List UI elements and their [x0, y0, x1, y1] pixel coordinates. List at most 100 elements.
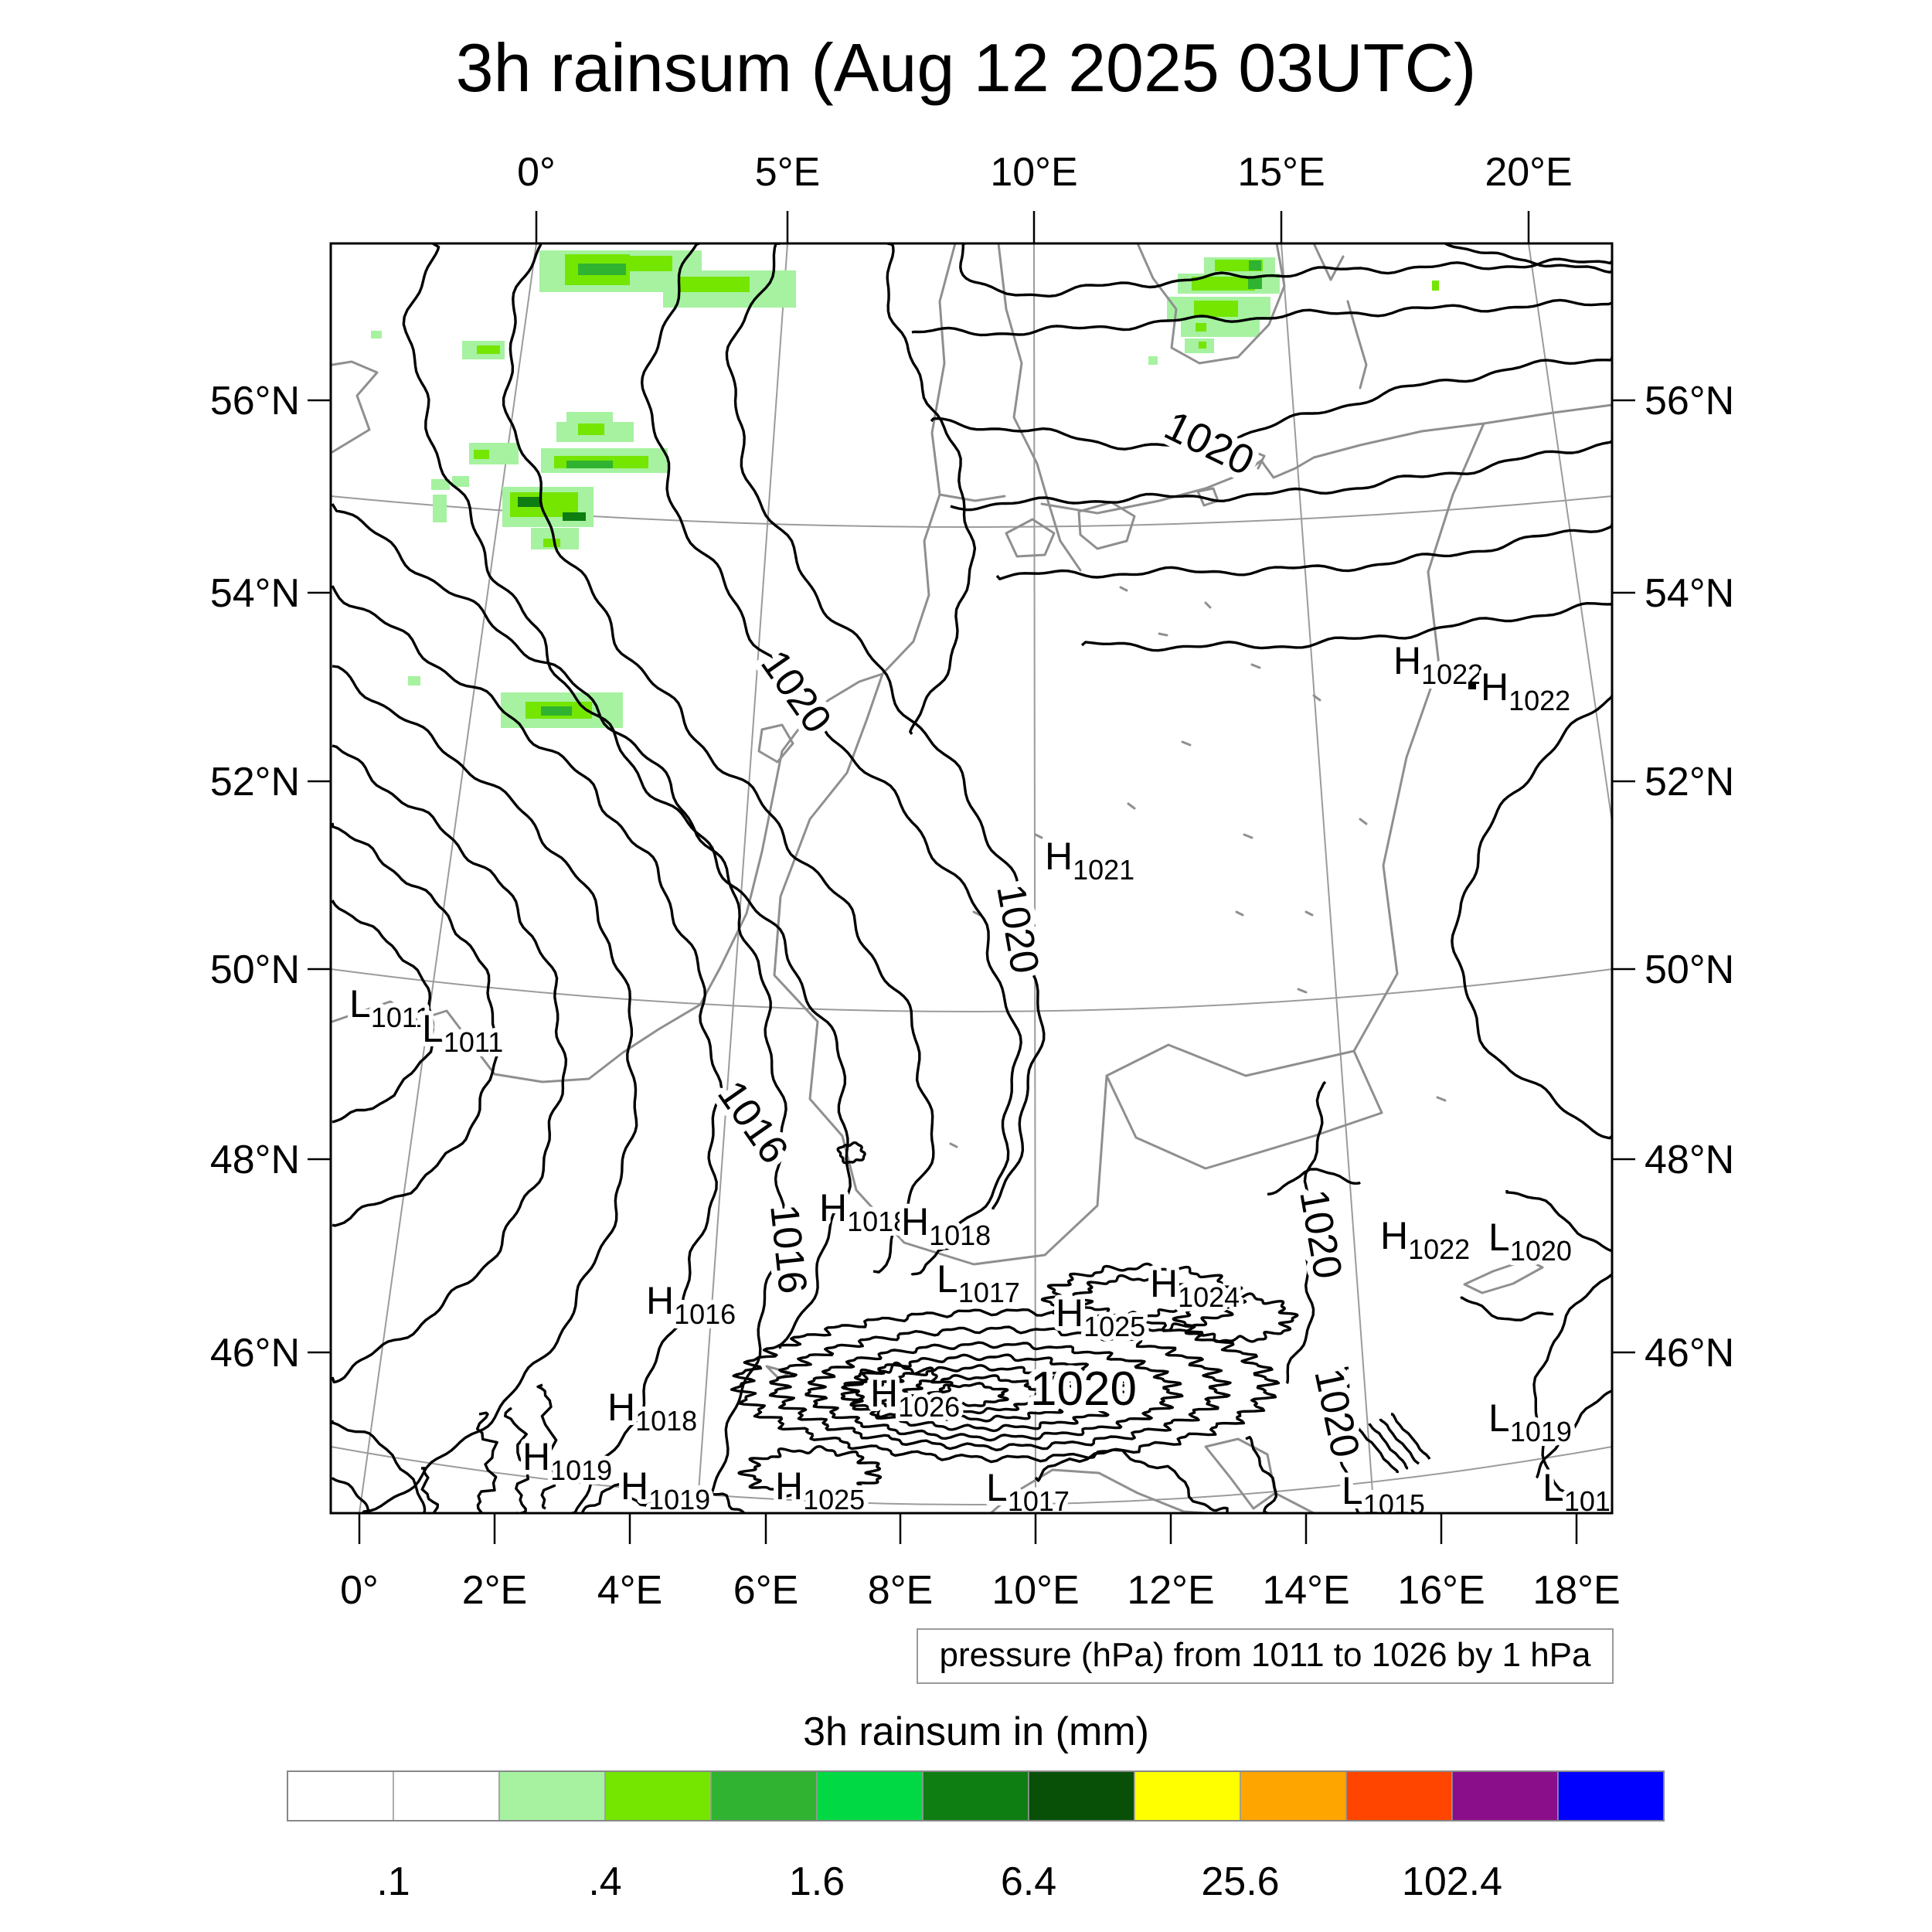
pressure-contour: [910, 1242, 957, 1276]
rain-cell: [1248, 277, 1262, 289]
axis-tick-label: 48°N: [210, 1138, 300, 1182]
pressure-contour: [504, 1406, 532, 1513]
high-pressure-label: H1022: [1380, 1214, 1470, 1265]
parallel-line: [331, 1446, 1612, 1505]
rain-cell: [1181, 319, 1260, 337]
pressure-caption-box: pressure (hPa) from 1011 to 1026 by 1 hP…: [917, 1628, 1614, 1684]
pressure-contour: [1172, 1292, 1299, 1343]
colorbar-tick-label: 1.6: [789, 1859, 845, 1904]
rain-cell: [628, 256, 672, 271]
pressure-contour: [331, 585, 723, 1513]
rain-cell: [1249, 260, 1261, 270]
pressure-contour: [1505, 1190, 1612, 1253]
low-pressure-label: L1020: [1488, 1216, 1572, 1267]
coastline: [1136, 243, 1286, 365]
axis-tick-label: 56°N: [210, 379, 300, 423]
colorbar-border: [287, 1770, 1665, 1821]
high-pressure-label: H1018: [607, 1386, 697, 1437]
high-pressure-label: H1025: [1056, 1291, 1145, 1342]
colorbar-cell: [922, 1770, 1029, 1821]
rain-cell: [408, 676, 420, 685]
meridian-line: [696, 243, 788, 1513]
pressure-contour: [1034, 1448, 1229, 1513]
colorbar-cell: [498, 1770, 606, 1821]
rain-cell: [1196, 323, 1206, 332]
coastline: [949, 586, 1447, 1148]
pressure-contour: [402, 243, 852, 1349]
meridian-line: [1033, 243, 1036, 1513]
coastline: [1346, 300, 1368, 389]
axis-tick-label: 10°E: [992, 1568, 1079, 1613]
axis-tick-label: 15°E: [1237, 150, 1325, 195]
pressure-contour: [331, 1477, 372, 1513]
coastline-layer: [331, 243, 1612, 1513]
coastline: [997, 243, 1082, 572]
high-pressure-label: H1016: [646, 1279, 736, 1330]
contour-value-label: 1020: [988, 881, 1047, 977]
colorbar-cell: [1134, 1770, 1241, 1821]
pressure-contour: [886, 243, 977, 735]
pressure-contour: [581, 1482, 672, 1513]
pressure-contour: [737, 1445, 883, 1501]
pressure-contour: [902, 1374, 1049, 1415]
pressure-contour: [331, 1420, 427, 1513]
pressure-contour: [1072, 1274, 1199, 1318]
contour-value-label: 1020: [1305, 1365, 1368, 1461]
rain-cell: [578, 423, 604, 435]
contour-value-label: 1020: [752, 642, 840, 741]
meridian-line: [359, 243, 537, 1513]
pressure-contour: [930, 356, 1612, 451]
pressure-contour: [1532, 1267, 1612, 1513]
pressure-contour: [804, 1341, 1184, 1442]
rain-cell: [1199, 342, 1206, 349]
colorbar-cell: [393, 1770, 500, 1821]
pressure-contour: [1391, 1413, 1431, 1460]
rain-cell: [452, 476, 469, 487]
map-frame: [329, 242, 1614, 1515]
pressure-contour: [725, 243, 1046, 1210]
contour-value-label: 1020: [1158, 403, 1261, 485]
plot-title: 3h rainsum (Aug 12 2025 03UTC): [456, 29, 1477, 106]
axis-tick-label: 48°N: [1645, 1138, 1734, 1182]
pressure-contour: [730, 1308, 1281, 1464]
axis-tick-label: 4°E: [597, 1568, 662, 1613]
coastline: [1040, 403, 1612, 515]
coastline: [757, 723, 794, 764]
colorbar-tick-label: 102.4: [1402, 1859, 1502, 1904]
pressure-contour: [842, 1361, 954, 1419]
low-pressure-label: L1017: [937, 1257, 1020, 1308]
axis-tick-label: 18°E: [1532, 1568, 1620, 1613]
axis-tick-label: 54°N: [210, 571, 300, 616]
rain-cell: [431, 479, 450, 490]
low-pressure-label: L1019: [1488, 1396, 1572, 1447]
low-pressure-label: L1017: [986, 1466, 1070, 1517]
low-pressure-label: L1011: [422, 1007, 503, 1058]
colorbar-cell: [1345, 1770, 1453, 1821]
axis-tick-label: 52°N: [1645, 760, 1734, 804]
coastline: [1274, 1492, 1332, 1513]
axis-tick-label: 8°E: [868, 1568, 933, 1613]
high-pressure-label: H1022: [1481, 665, 1570, 716]
high-pressure-label: H1018: [901, 1200, 991, 1251]
pressure-contour: [699, 1492, 749, 1513]
pressure-contour: [332, 665, 638, 1513]
pressure-contour: [475, 1411, 498, 1513]
pressure-contour: [331, 744, 568, 1384]
rain-cell: [578, 264, 626, 275]
pressure-contour: [995, 523, 1612, 580]
pressure-contour: [502, 243, 935, 1274]
high-pressure-label: H1019: [621, 1464, 710, 1515]
pressure-contour: [959, 243, 1612, 298]
coastline: [855, 1074, 1108, 1266]
meridian-line: [1281, 243, 1375, 1513]
pressure-contour: [1368, 1423, 1409, 1470]
axis-tick-label: 16°E: [1397, 1568, 1485, 1613]
rain-cell: [563, 512, 586, 521]
colorbar-cell: [604, 1770, 712, 1821]
pressure-contour: [1285, 1080, 1327, 1385]
colorbar-tick-label: 6.4: [1001, 1859, 1056, 1904]
pressure-contour: [1451, 695, 1612, 1140]
rain-cell: [433, 495, 447, 522]
pressure-contour: [872, 1364, 1093, 1423]
pressure-contour: [1460, 1296, 1554, 1321]
